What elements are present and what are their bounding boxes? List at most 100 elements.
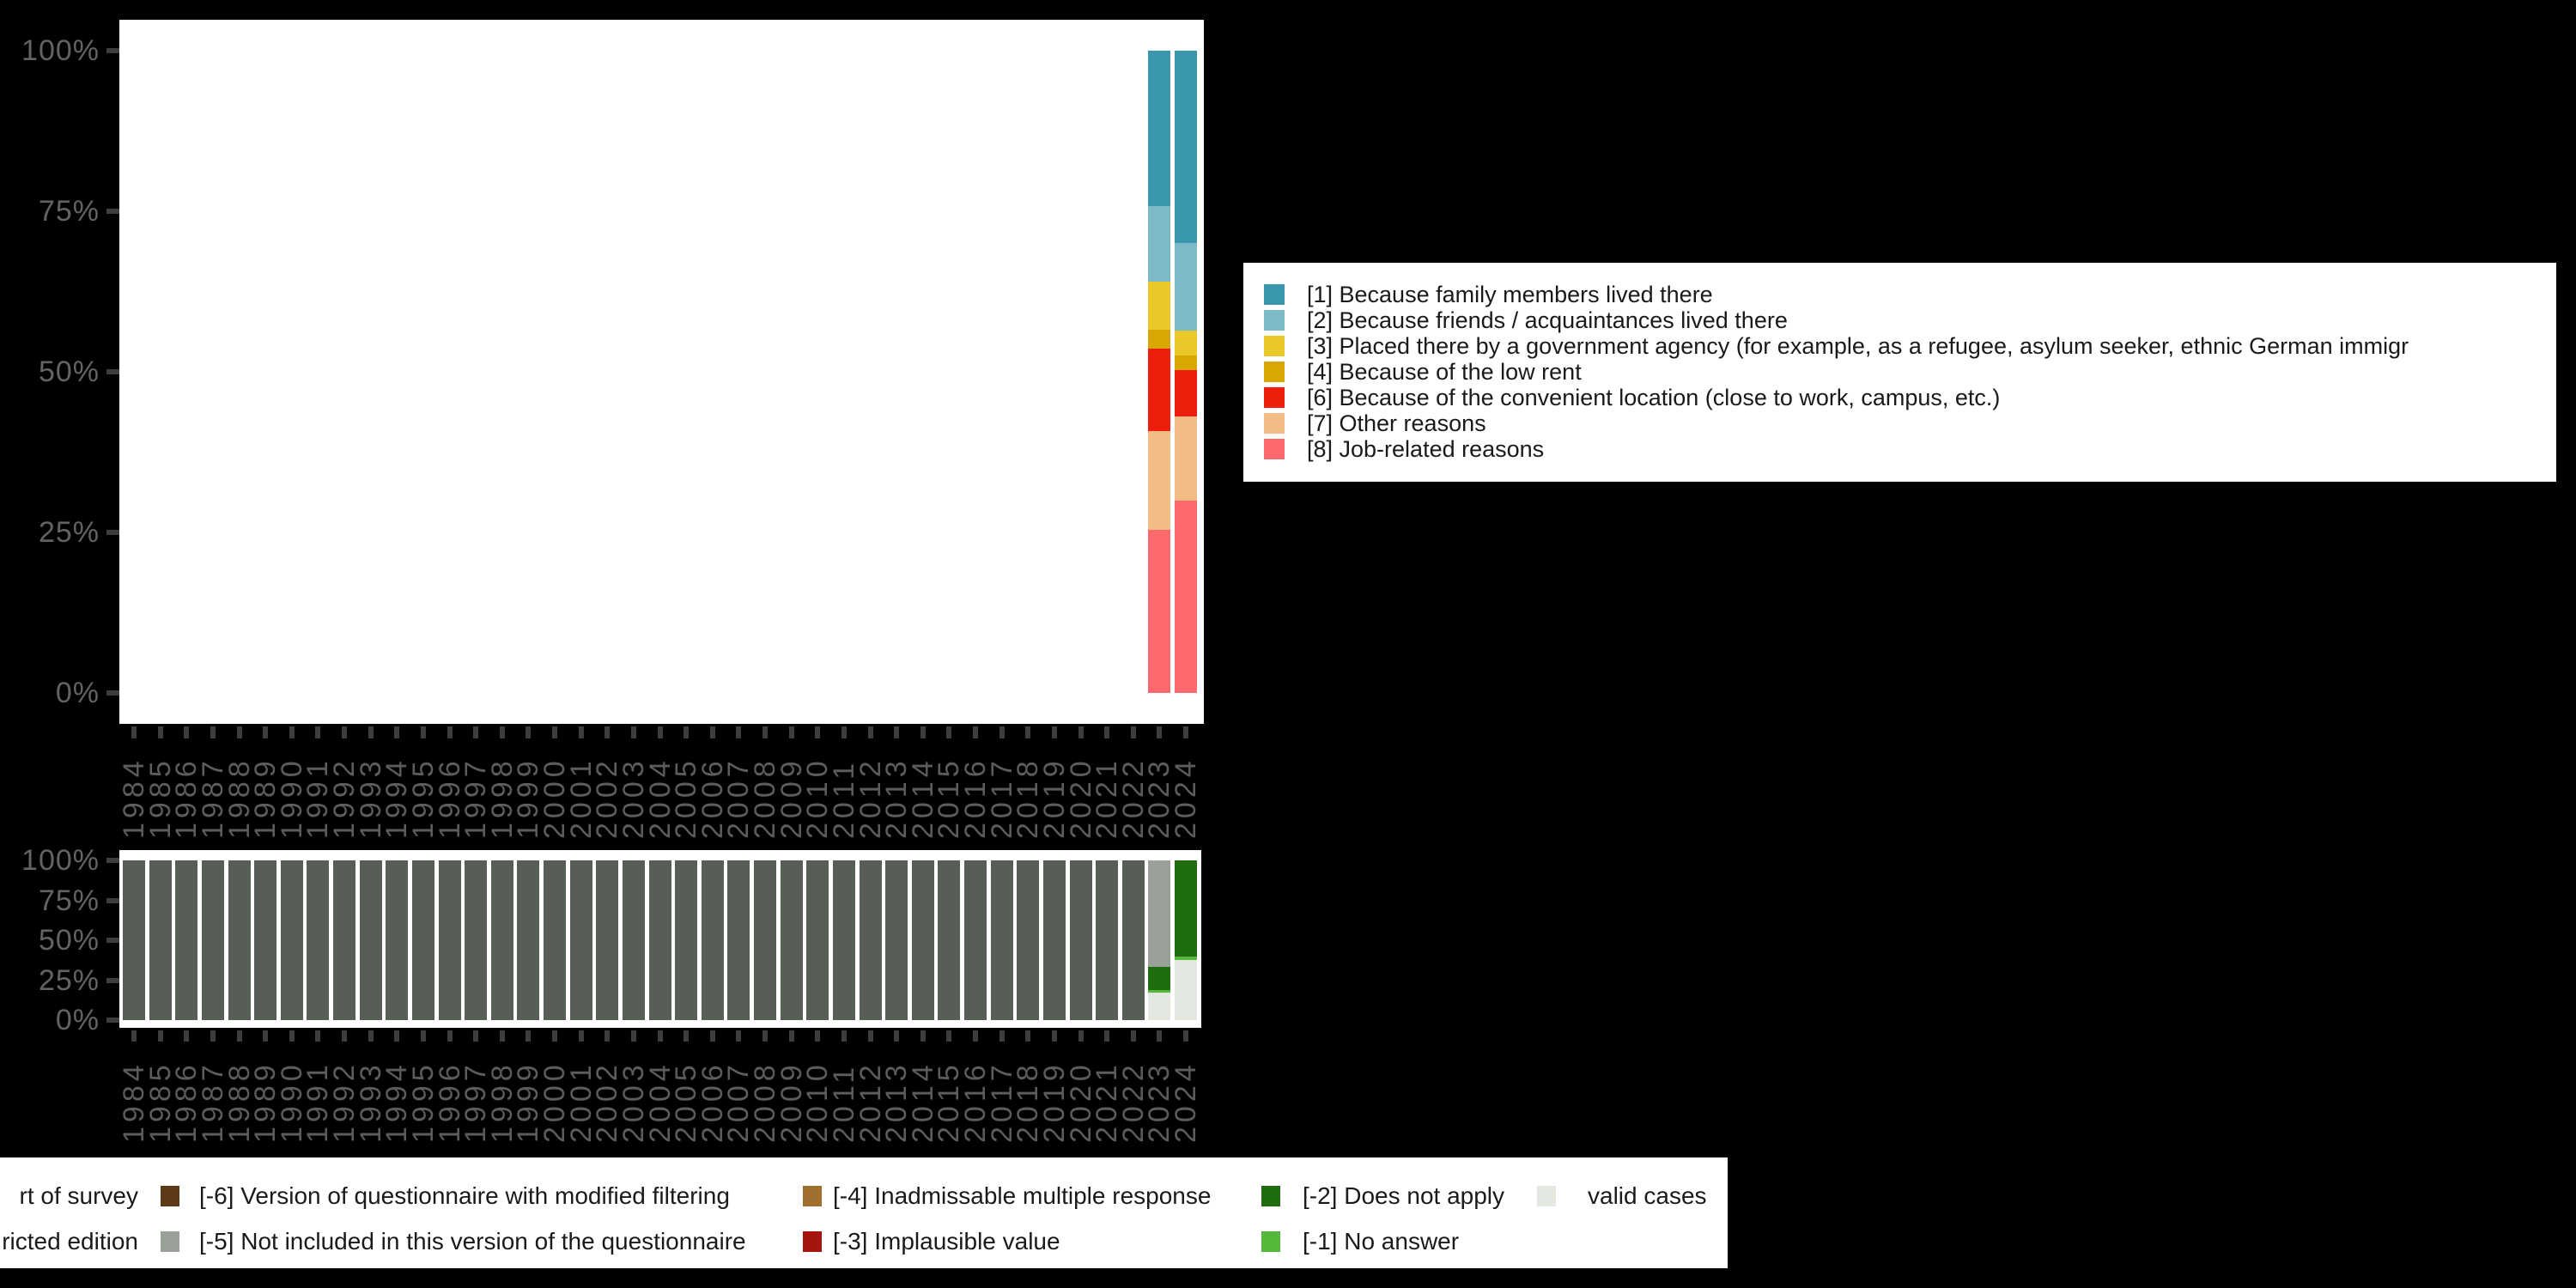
y-axis-tick-label: 100% [21,34,100,67]
x-axis-tick [447,1030,453,1042]
x-axis-tick [499,726,505,738]
stacked-bar-2024 [1175,51,1197,693]
bar-segment [806,860,829,1020]
legend-swatch [1264,284,1285,305]
bar-segment [1148,349,1171,431]
legend-item-label: [-6] Version of questionnaire with modif… [199,1182,730,1209]
stacked-bar-2004 [648,860,671,1020]
y-axis-tick-label: 0% [55,677,100,709]
stacked-bar-2023 [1148,51,1171,693]
bar-segment [596,860,619,1020]
plot-area [119,20,1204,724]
x-axis-tick [368,1030,374,1042]
x-axis-year-label: 2024 [1170,1060,1202,1143]
legend-item-label: rt of survey [19,1182,138,1209]
x-axis-tick [920,726,926,738]
legend-swatch [161,1186,179,1206]
bar-segment [1175,957,1197,961]
y-axis-tick [106,209,119,214]
bar-segment [544,860,566,1020]
x-axis-tick [157,726,163,738]
bar-segment [1175,416,1197,501]
y-axis-tick [106,858,119,863]
bar-segment [859,860,882,1020]
x-axis-tick [420,726,426,738]
x-axis-tick [1157,726,1163,738]
x-axis-tick [762,726,768,738]
stacked-bar-2020 [1069,860,1092,1020]
legend-swatch [1537,1186,1556,1206]
bar-segment [517,860,540,1020]
x-axis-tick [630,1030,636,1042]
bar-segment [1175,243,1197,331]
legend-item-label: [3] Placed there by a government agency … [1307,332,2409,359]
legend-swatch [1261,1231,1280,1252]
x-axis-tick [788,1030,794,1042]
bar-segment [780,860,803,1020]
x-axis-tick [184,726,190,738]
stacked-bar-2005 [675,860,698,1020]
x-axis-tick [315,1030,321,1042]
x-axis-tick [473,1030,479,1042]
legend-item-label: [7] Other reasons [1307,410,1486,436]
bar-segment [1148,860,1171,968]
stacked-bar-2019 [1042,860,1066,1020]
x-axis-tick [973,1030,978,1042]
x-axis-tick [1051,1030,1057,1042]
bar-segment [1175,960,1197,1020]
x-axis-tick [946,1030,952,1042]
bar-segment [911,860,934,1020]
x-axis-tick [184,1030,190,1042]
stacked-bar-2024 [1175,860,1197,1020]
x-axis-tick [736,1030,742,1042]
x-axis-tick [894,1030,900,1042]
stacked-bar-2006 [701,860,724,1020]
bar-segment [1121,860,1145,1020]
y-axis-tick [106,48,119,53]
bar-segment [1175,51,1197,244]
x-axis-tick [973,726,978,738]
bar-segment [727,860,750,1020]
x-axis-tick [578,726,584,738]
stacked-bar-2000 [544,860,566,1020]
legend-item: [3] Placed there by a government agency … [1243,333,2556,359]
x-axis-tick [815,726,821,738]
y-axis-tick-label: 25% [38,516,100,549]
stacked-bar-2016 [964,860,987,1020]
stacked-bar-1995 [411,860,434,1020]
x-axis-tick [1025,1030,1031,1042]
legend-item-label: [6] Because of the convenient location (… [1307,384,2001,410]
legend-item-label: [-2] Does not apply [1303,1182,1505,1209]
bar-segment [648,860,671,1020]
x-axis-tick [263,726,269,738]
legend-swatch [1264,413,1285,434]
legend-item: [8] Job-related reasons [1243,436,2556,462]
x-axis-year-label: 2024 [1170,756,1202,839]
stacked-bar-2013 [885,860,908,1020]
x-axis-tick [999,726,1005,738]
legend-item-label: [-4] Inadmissable multiple response [833,1182,1212,1209]
x-axis-tick [867,1030,873,1042]
bar-segment [1069,860,1092,1020]
bar-segment [1148,992,1171,1020]
stacked-bar-2021 [1096,860,1119,1020]
bar-segment [1148,206,1171,283]
legend-item: [1] Because family members lived there [1243,282,2556,307]
bar-segment [1017,860,1040,1020]
legend-item-label: [1] Because family members lived there [1307,281,1713,307]
legend-item: [2] Because friends / acquaintances live… [1243,307,2556,333]
stacked-bar-2010 [806,860,829,1020]
bar-segment [1175,355,1197,371]
y-axis-tick-label: 75% [38,884,100,917]
stacked-bar-2022 [1121,860,1145,1020]
legend-item-label: [2] Because friends / acquaintances live… [1307,307,1788,333]
x-axis-tick [894,726,900,738]
x-axis-tick [210,1030,216,1042]
bar-segment [938,860,961,1020]
stacked-bar-2012 [859,860,882,1020]
x-axis-tick [236,1030,242,1042]
stacked-bar-2018 [1017,860,1040,1020]
x-axis-tick [841,1030,847,1042]
bar-segment [1096,860,1119,1020]
